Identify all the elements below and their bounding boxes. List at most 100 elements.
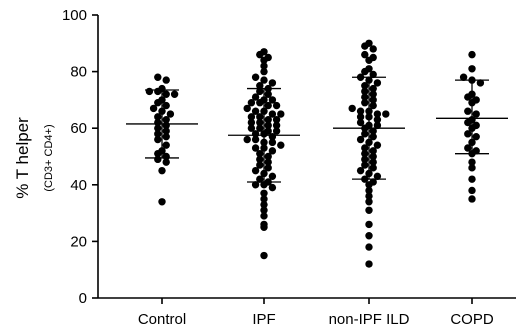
- x-category-label: IPF: [252, 311, 275, 328]
- data-point: [251, 181, 260, 189]
- data-point: [472, 96, 480, 104]
- data-point: [256, 124, 264, 132]
- data-point: [264, 121, 272, 130]
- data-point: [247, 124, 256, 132]
- group-ipf: [228, 48, 300, 260]
- data-point: [365, 260, 373, 268]
- data-point: [361, 50, 369, 59]
- x-category-label: Control: [138, 311, 186, 328]
- data-point: [361, 144, 369, 152]
- data-point: [162, 141, 170, 149]
- data-point: [260, 62, 268, 70]
- data-point: [145, 87, 154, 96]
- data-point: [468, 65, 476, 73]
- data-point: [260, 220, 268, 229]
- data-point: [373, 141, 382, 149]
- data-point: [243, 135, 251, 144]
- data-point: [154, 130, 162, 138]
- data-point: [365, 206, 373, 214]
- data-point: [361, 99, 369, 107]
- y-axis-sublabel: (CD3+ CD4+): [43, 124, 55, 191]
- data-point: [251, 135, 260, 144]
- data-point: [256, 155, 264, 164]
- data-point: [373, 121, 382, 130]
- data-point: [268, 147, 277, 155]
- data-point: [468, 195, 476, 203]
- data-point: [256, 149, 264, 158]
- data-point: [260, 48, 268, 56]
- y-tick-label: 60: [70, 120, 87, 137]
- data-point: [268, 96, 277, 104]
- data-point: [264, 53, 272, 62]
- data-point: [256, 161, 264, 169]
- data-point: [472, 121, 480, 130]
- data-point: [365, 186, 373, 195]
- data-point: [272, 121, 281, 130]
- data-point: [260, 195, 268, 203]
- data-point: [369, 152, 377, 161]
- data-point: [464, 130, 472, 138]
- y-tick-label: 20: [70, 233, 87, 250]
- data-point: [369, 101, 377, 110]
- data-point: [476, 79, 485, 87]
- data-point: [264, 90, 272, 98]
- data-point: [149, 104, 158, 113]
- data-point: [260, 200, 268, 209]
- data-point: [472, 132, 480, 141]
- data-point: [268, 79, 277, 87]
- data-point: [243, 104, 251, 113]
- data-point: [251, 107, 260, 115]
- data-point: [365, 65, 373, 73]
- data-point: [162, 101, 170, 110]
- data-point: [251, 144, 260, 152]
- data-point: [365, 198, 373, 206]
- data-point: [277, 141, 285, 149]
- data-point: [162, 127, 170, 135]
- group-non-ipf-ild: [333, 39, 405, 268]
- data-point: [268, 110, 277, 118]
- data-point: [277, 110, 285, 118]
- data-point: [468, 50, 476, 59]
- data-point: [468, 175, 476, 183]
- data-point: [348, 104, 356, 113]
- data-point: [382, 110, 390, 118]
- data-point: [369, 84, 377, 93]
- data-point: [356, 118, 365, 127]
- data-point: [162, 76, 170, 84]
- x-ticks: Control IPF non-IPF ILD COPD: [138, 298, 494, 328]
- data-point: [264, 152, 272, 161]
- x-category-label: COPD: [450, 311, 494, 328]
- data-point: [369, 127, 377, 135]
- data-point: [268, 183, 277, 192]
- data-point: [247, 99, 256, 107]
- group-copd: [436, 50, 508, 203]
- data-point: [158, 166, 166, 175]
- data-point: [361, 155, 369, 164]
- data-point: [158, 198, 166, 206]
- data-point: [256, 175, 264, 183]
- data-point: [373, 116, 382, 124]
- data-point: [361, 82, 369, 90]
- data-point: [162, 90, 170, 98]
- data-point: [369, 132, 377, 141]
- y-axis-title: % T helper (CD3+ CD4+): [13, 117, 55, 199]
- data-point: [264, 164, 272, 172]
- data-point: [260, 206, 268, 214]
- data-point: [373, 79, 382, 87]
- data-point: [268, 172, 277, 181]
- data-point: [260, 189, 268, 197]
- data-point: [162, 132, 170, 141]
- data-point: [468, 164, 476, 172]
- data-point: [260, 67, 268, 76]
- data-point: [369, 96, 377, 104]
- data-point: [260, 251, 268, 260]
- y-tick-label: 80: [70, 64, 87, 81]
- data-point: [256, 87, 264, 96]
- data-point: [247, 118, 256, 127]
- data-point: [459, 73, 468, 81]
- data-point: [264, 127, 272, 135]
- data-point: [365, 220, 373, 229]
- data-point: [373, 172, 382, 181]
- y-axis-label: % T helper: [13, 117, 32, 199]
